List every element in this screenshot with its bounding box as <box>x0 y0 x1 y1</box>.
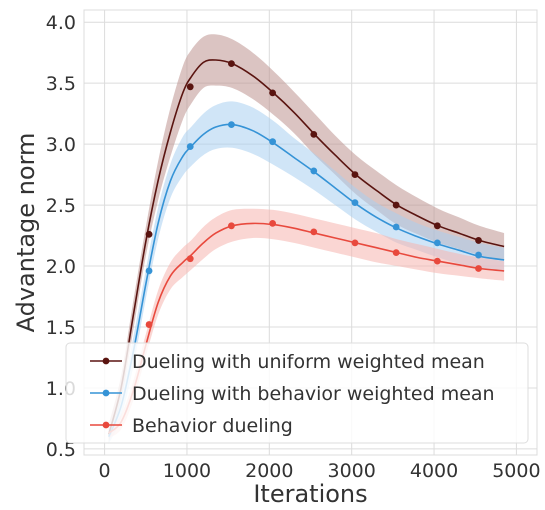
x-tick-labels: 0 1000 2000 3000 4000 5000 <box>99 460 541 482</box>
x-tick-label: 1000 <box>163 460 211 482</box>
y-axis-label: Advantage norm <box>12 133 40 333</box>
line-series-2 <box>107 123 505 438</box>
marker-series-2 <box>145 267 153 275</box>
legend-box <box>65 342 529 444</box>
y-tick-label: 1.5 <box>46 317 76 339</box>
x-tick-label: 2000 <box>245 460 293 482</box>
marker-series-3 <box>351 239 359 247</box>
marker-series-1 <box>145 230 153 238</box>
marker-series-2 <box>269 138 277 146</box>
x-tick-label: 5000 <box>492 460 540 482</box>
legend: Dueling with uniform weighted mean Duelin… <box>65 342 529 444</box>
marker-series-1 <box>392 201 400 209</box>
y-tick-label: 2.0 <box>46 256 76 278</box>
marker-series-3 <box>392 249 400 257</box>
legend-label: Behavior dueling <box>132 415 293 437</box>
marker-series-2 <box>228 121 235 129</box>
marker-series-1 <box>228 60 235 68</box>
marker-series-1 <box>475 237 482 244</box>
band-series-3 <box>108 208 505 438</box>
line-series-3 <box>108 222 505 434</box>
y-tick-label: 2.5 <box>46 195 76 217</box>
legend-swatch-marker <box>102 389 110 397</box>
marker-series-1 <box>186 83 194 91</box>
marker-series-1 <box>310 130 318 138</box>
x-tick-label: 0 <box>99 460 111 482</box>
marker-series-3 <box>475 265 482 272</box>
marker-series-3 <box>186 255 194 263</box>
legend-swatch-marker <box>102 421 110 429</box>
confidence-bands <box>108 34 505 444</box>
series-markers <box>145 60 482 328</box>
x-axis-label: Iterations <box>253 480 367 508</box>
band-series-2 <box>108 101 505 444</box>
y-tick-label: 4.0 <box>46 12 76 34</box>
marker-series-2 <box>351 199 359 207</box>
marker-series-3 <box>310 228 318 236</box>
marker-series-1 <box>351 171 359 178</box>
line-series-1 <box>107 59 505 435</box>
marker-series-1 <box>433 222 441 230</box>
marker-series-3 <box>228 222 235 230</box>
marker-series-3 <box>145 321 153 328</box>
marker-series-2 <box>392 223 400 231</box>
marker-series-2 <box>310 167 318 175</box>
marker-series-3 <box>433 257 441 265</box>
marker-series-2 <box>475 251 482 259</box>
legend-label: Dueling with uniform weighted mean <box>132 351 485 373</box>
y-tick-label: 0.5 <box>46 439 76 461</box>
band-series-1 <box>108 34 505 443</box>
series-lines <box>107 59 505 438</box>
x-tick-label: 4000 <box>410 460 458 482</box>
legend-label: Dueling with behavior weighted mean <box>132 383 495 405</box>
x-tick-label: 3000 <box>328 460 376 482</box>
y-tick-label: 3.0 <box>46 134 76 156</box>
y-tick-labels: 0.51.01.52.02.53.03.54.0 <box>46 12 76 461</box>
legend-swatch-marker <box>102 357 110 365</box>
marker-series-2 <box>433 239 441 247</box>
marker-series-3 <box>269 219 277 227</box>
plot-frame <box>83 9 538 456</box>
marker-series-2 <box>186 143 194 150</box>
marker-series-1 <box>269 89 277 97</box>
y-tick-label: 3.5 <box>46 73 76 95</box>
